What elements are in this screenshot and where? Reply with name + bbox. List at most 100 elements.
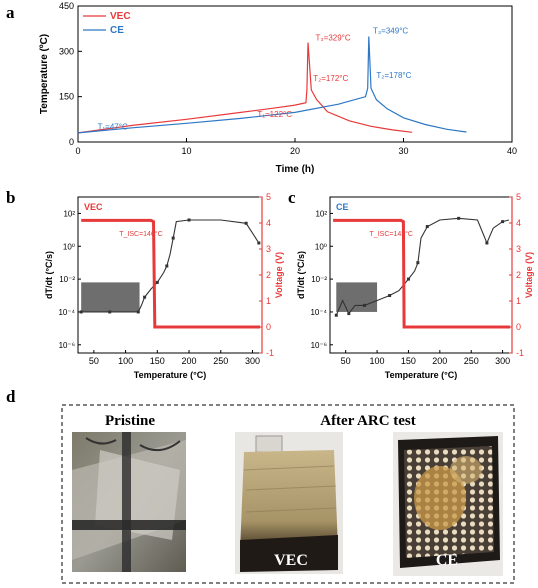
- a-annotation: T₃=349°C: [373, 27, 408, 36]
- dTdt-point: [501, 220, 505, 224]
- a-x-tick-label: 30: [398, 146, 408, 156]
- y2-tick-label: 3: [266, 244, 271, 254]
- x-tick-label: 150: [150, 356, 165, 366]
- panel-b-letter: b: [6, 188, 15, 207]
- y2-tick-label: -1: [266, 348, 274, 358]
- x-tick-label: 200: [182, 356, 197, 366]
- photo-box-dashed-border: [61, 404, 515, 584]
- voltage-series-line: [81, 218, 261, 329]
- x-tick-label: 300: [495, 356, 510, 366]
- x-tick-label: 250: [464, 356, 479, 366]
- a-y-tick-label: 450: [59, 1, 74, 11]
- a-x-tick-label: 20: [290, 146, 300, 156]
- dTdt-point: [406, 277, 410, 281]
- a-legend-label: CE: [110, 25, 124, 36]
- dTdt-point: [136, 310, 140, 314]
- dTdt-point: [425, 225, 429, 229]
- vec-photo: VEC: [235, 432, 343, 574]
- pristine-photo: [72, 432, 186, 572]
- y-tick-label: 10²: [315, 209, 327, 218]
- y2-tick-label: 1: [266, 296, 271, 306]
- y2-tick-label: 4: [516, 218, 521, 228]
- panel-b-chart: 50 100 150 200 250 300 10² 10⁰ 10⁻² 10⁻⁴ 10⁻⁶ 5 4 3 2 1…: [44, 192, 284, 380]
- y-tick-label: 10⁰: [315, 242, 327, 251]
- x-axis-label: Temperature (°C): [385, 370, 457, 380]
- dTdt-point: [363, 303, 367, 307]
- dTdt-point: [79, 310, 83, 314]
- a-annotation: T₃=329°C: [316, 34, 351, 43]
- a-x-tick-label: 10: [181, 146, 191, 156]
- y-tick-label: 10⁻⁴: [310, 308, 327, 317]
- x-tick-label: 300: [245, 356, 260, 366]
- dTdt-point: [257, 241, 261, 245]
- panel-a-frame: [77, 5, 513, 143]
- dTdt-series-line: [81, 219, 260, 313]
- dTdt-point: [171, 236, 175, 240]
- dTdt-point: [416, 261, 420, 265]
- x-tick-label: 100: [118, 356, 133, 366]
- tisc-annotation: T_ISC=146°C: [119, 230, 162, 238]
- dTdt-point: [388, 294, 392, 298]
- a-y-tick-label: 150: [59, 92, 74, 102]
- a-series-vec-line: [77, 42, 413, 134]
- panel-c-letter: c: [288, 188, 296, 207]
- y2-tick-label: 4: [266, 218, 271, 228]
- x-tick-label: 100: [370, 356, 385, 366]
- dTdt-noise-band: [336, 282, 378, 312]
- after-arc-title: After ARC test: [320, 413, 416, 429]
- y2-tick-label: 2: [266, 270, 271, 280]
- y-tick-label: 10⁻²: [59, 275, 75, 284]
- ce-photo: CE: [393, 432, 503, 576]
- dTdt-point: [485, 241, 489, 245]
- ce-photo-tag: CE: [436, 552, 458, 569]
- panel-c-chart: 50 100 150 200 250 300 10² 10⁰ 10⁻² 10⁻⁴ 10⁻⁶ 5 4 3 2 1…: [296, 192, 534, 380]
- panel-a-y-axis-label: Temperature (ºC): [39, 34, 50, 114]
- y-axis-label: dT/dt (°C/s): [296, 251, 306, 299]
- y-tick-label: 10²: [63, 209, 75, 218]
- a-annotation: T₂=178°C: [376, 71, 411, 80]
- y-tick-label: 10⁰: [63, 242, 75, 251]
- dTdt-noise-band: [81, 282, 140, 312]
- x-tick-label: 250: [213, 356, 228, 366]
- dTdt-point: [155, 280, 159, 284]
- a-y-tick-label: 0: [69, 137, 74, 147]
- y-tick-label: 10⁻²: [311, 275, 327, 284]
- y2-tick-label: 1: [516, 296, 521, 306]
- y2-axis-label: Voltage (V): [274, 252, 284, 298]
- panel-a-chart: 0 10 20 30 40 0 150 300 450 VEC CE T₁=47°C T₁=122…: [39, 1, 517, 175]
- dTdt-point: [187, 218, 191, 222]
- panel-a-x-axis-label: Time (h): [276, 164, 315, 175]
- dTdt-point: [347, 312, 351, 316]
- x-tick-label: 200: [432, 356, 447, 366]
- y2-tick-label: 5: [266, 192, 271, 202]
- voltage-series-line: [333, 218, 511, 329]
- panel-d-letter: d: [6, 387, 16, 406]
- x-tick-label: 150: [401, 356, 416, 366]
- dTdt-point: [334, 313, 338, 317]
- y-tick-label: 10⁻⁶: [311, 341, 327, 350]
- a-legend-label: VEC: [110, 11, 131, 22]
- x-tick-label: 50: [341, 356, 351, 366]
- a-x-tick-label: 40: [507, 146, 517, 156]
- y2-tick-label: 5: [516, 192, 521, 202]
- y2-tick-label: 3: [516, 244, 521, 254]
- y2-tick-label: 0: [266, 322, 271, 332]
- y2-tick-label: -1: [516, 348, 524, 358]
- y-tick-label: 10⁻⁴: [58, 308, 75, 317]
- tisc-annotation: T_ISC=143°C: [370, 230, 413, 238]
- dTdt-point: [165, 264, 169, 268]
- a-annotation: T₁=122°C: [257, 110, 292, 119]
- y2-axis-label: Voltage (V): [524, 252, 534, 298]
- a-annotation: T₁=47°C: [98, 123, 128, 132]
- dTdt-point: [244, 221, 248, 225]
- a-y-tick-label: 300: [59, 46, 74, 56]
- y2-tick-label: 2: [516, 270, 521, 280]
- dTdt-point: [108, 310, 112, 314]
- x-axis-label: Temperature (°C): [134, 370, 206, 380]
- a-x-tick-label: 0: [75, 146, 80, 156]
- panel-a-letter: a: [6, 3, 15, 22]
- pristine-title: Pristine: [105, 413, 155, 429]
- a-annotation: T₂=172°C: [313, 74, 348, 83]
- legend-label: VEC: [84, 202, 103, 212]
